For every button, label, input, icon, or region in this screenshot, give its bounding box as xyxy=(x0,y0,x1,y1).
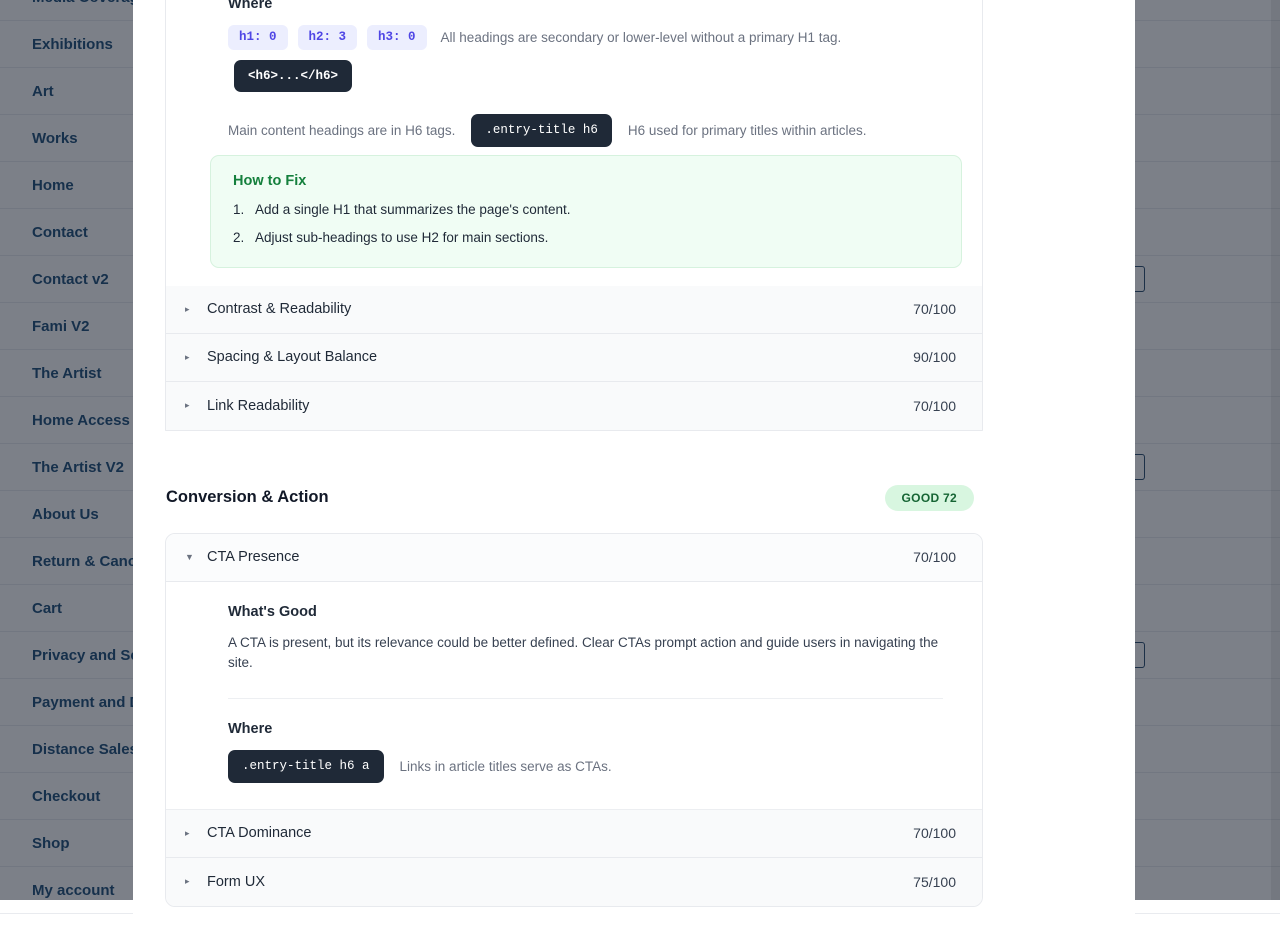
accordion-row-cta-presence[interactable]: ▼ CTA Presence 70/100 xyxy=(166,534,982,582)
chevron-right-icon: ▸ xyxy=(185,304,202,315)
section-score-badge: GOOD 72 xyxy=(885,485,974,511)
accordion-row[interactable]: ▸ Form UX 75/100 xyxy=(166,858,982,906)
cta-presence-detail: What's Good A CTA is present, but its re… xyxy=(166,582,982,809)
accordion-row-label: Spacing & Layout Balance xyxy=(207,349,377,365)
accordion-row-score: 70/100 xyxy=(913,301,956,317)
chevron-right-icon: ▸ xyxy=(185,352,202,363)
accordion-group-content-quality: ▸ Contrast & Readability 70/100 ▸ Spacing & … xyxy=(166,286,982,430)
chevron-right-icon: ▸ xyxy=(185,828,202,839)
heading-structure-detail-card: Where h1: 0 h2: 3 h3: 0 All headings are… xyxy=(165,0,983,430)
how-to-fix-item: 1. Add a single H1 that summarizes the p… xyxy=(233,202,939,217)
secondary-note-text: Main content headings are in H6 tags. xyxy=(228,123,455,138)
analysis-report-modal: Where h1: 0 h2: 3 h3: 0 All headings are… xyxy=(133,0,1135,942)
how-to-fix-item-text: Add a single H1 that summarizes the page… xyxy=(255,202,571,217)
accordion-row[interactable]: ▸ Spacing & Layout Balance 90/100 xyxy=(166,334,982,382)
accordion-row[interactable]: ▸ Contrast & Readability 70/100 xyxy=(166,286,982,334)
accordion-row-label: CTA Presence xyxy=(207,549,299,565)
cta-where-note: Links in article titles serve as CTAs. xyxy=(400,759,612,774)
where-tags-row: h1: 0 h2: 3 h3: 0 All headings are secon… xyxy=(228,25,940,92)
whats-good-label: What's Good xyxy=(228,604,940,620)
accordion-row-score: 75/100 xyxy=(913,874,956,890)
how-to-fix-box: How to Fix 1. Add a single H1 that summa… xyxy=(210,155,962,268)
how-to-fix-item-text: Adjust sub-headings to use H2 for main s… xyxy=(255,230,548,245)
accordion-row-label: Contrast & Readability xyxy=(207,301,351,317)
tag-pill-h2: h2: 3 xyxy=(298,25,358,50)
how-to-fix-item-number: 2. xyxy=(233,230,244,245)
accordion-card-conversion-action: ▼ CTA Presence 70/100 What's Good A CTA … xyxy=(165,533,983,907)
tag-pill-h1: h1: 0 xyxy=(228,25,288,50)
where-label: Where xyxy=(228,0,940,12)
chevron-right-icon: ▸ xyxy=(185,876,202,887)
section-title: Conversion & Action xyxy=(166,488,329,507)
modal-scroll-area[interactable]: Where h1: 0 h2: 3 h3: 0 All headings are… xyxy=(133,0,1135,942)
chevron-down-icon: ▼ xyxy=(185,552,202,562)
whats-good-text: A CTA is present, but its relevance coul… xyxy=(228,633,943,675)
chevron-right-icon: ▸ xyxy=(185,400,202,411)
secondary-note-right-text: H6 used for primary titles within articl… xyxy=(628,123,867,138)
cta-where-label: Where xyxy=(228,721,940,737)
how-to-fix-item: 2. Adjust sub-headings to use H2 for mai… xyxy=(233,230,939,245)
accordion-row[interactable]: ▸ Link Readability 70/100 xyxy=(166,382,982,430)
code-chip-entry-title-h6: .entry-title h6 xyxy=(471,114,612,147)
code-chip-entry-title-h6-a: .entry-title h6 a xyxy=(228,750,384,783)
accordion-row-label: CTA Dominance xyxy=(207,825,312,841)
accordion-row[interactable]: ▸ CTA Dominance 70/100 xyxy=(166,810,982,858)
accordion-row-score: 70/100 xyxy=(913,398,956,414)
accordion-row-score: 70/100 xyxy=(913,825,956,841)
accordion-row-score: 70/100 xyxy=(913,549,956,565)
accordion-row-score: 90/100 xyxy=(913,349,956,365)
page-scrollbar[interactable] xyxy=(1271,0,1280,900)
accordion-row-label: Form UX xyxy=(207,874,265,890)
tag-pill-h3: h3: 0 xyxy=(367,25,427,50)
how-to-fix-title: How to Fix xyxy=(233,173,939,189)
accordion-row-label: Link Readability xyxy=(207,398,309,414)
where-note-text: All headings are secondary or lower-leve… xyxy=(441,30,842,45)
card-bottom-cap xyxy=(165,430,983,431)
code-chip-h6-tag: <h6>...</h6> xyxy=(234,60,352,93)
how-to-fix-item-number: 1. xyxy=(233,202,244,217)
where-secondary-row: Main content headings are in H6 tags. .e… xyxy=(228,114,940,147)
cta-where-row: .entry-title h6 a Links in article title… xyxy=(228,750,940,783)
accordion-group-conversion-rest: ▸ CTA Dominance 70/100 ▸ Form UX 75/100 xyxy=(166,810,982,906)
section-header-conversion-action: Conversion & Action GOOD 72 xyxy=(165,485,983,511)
